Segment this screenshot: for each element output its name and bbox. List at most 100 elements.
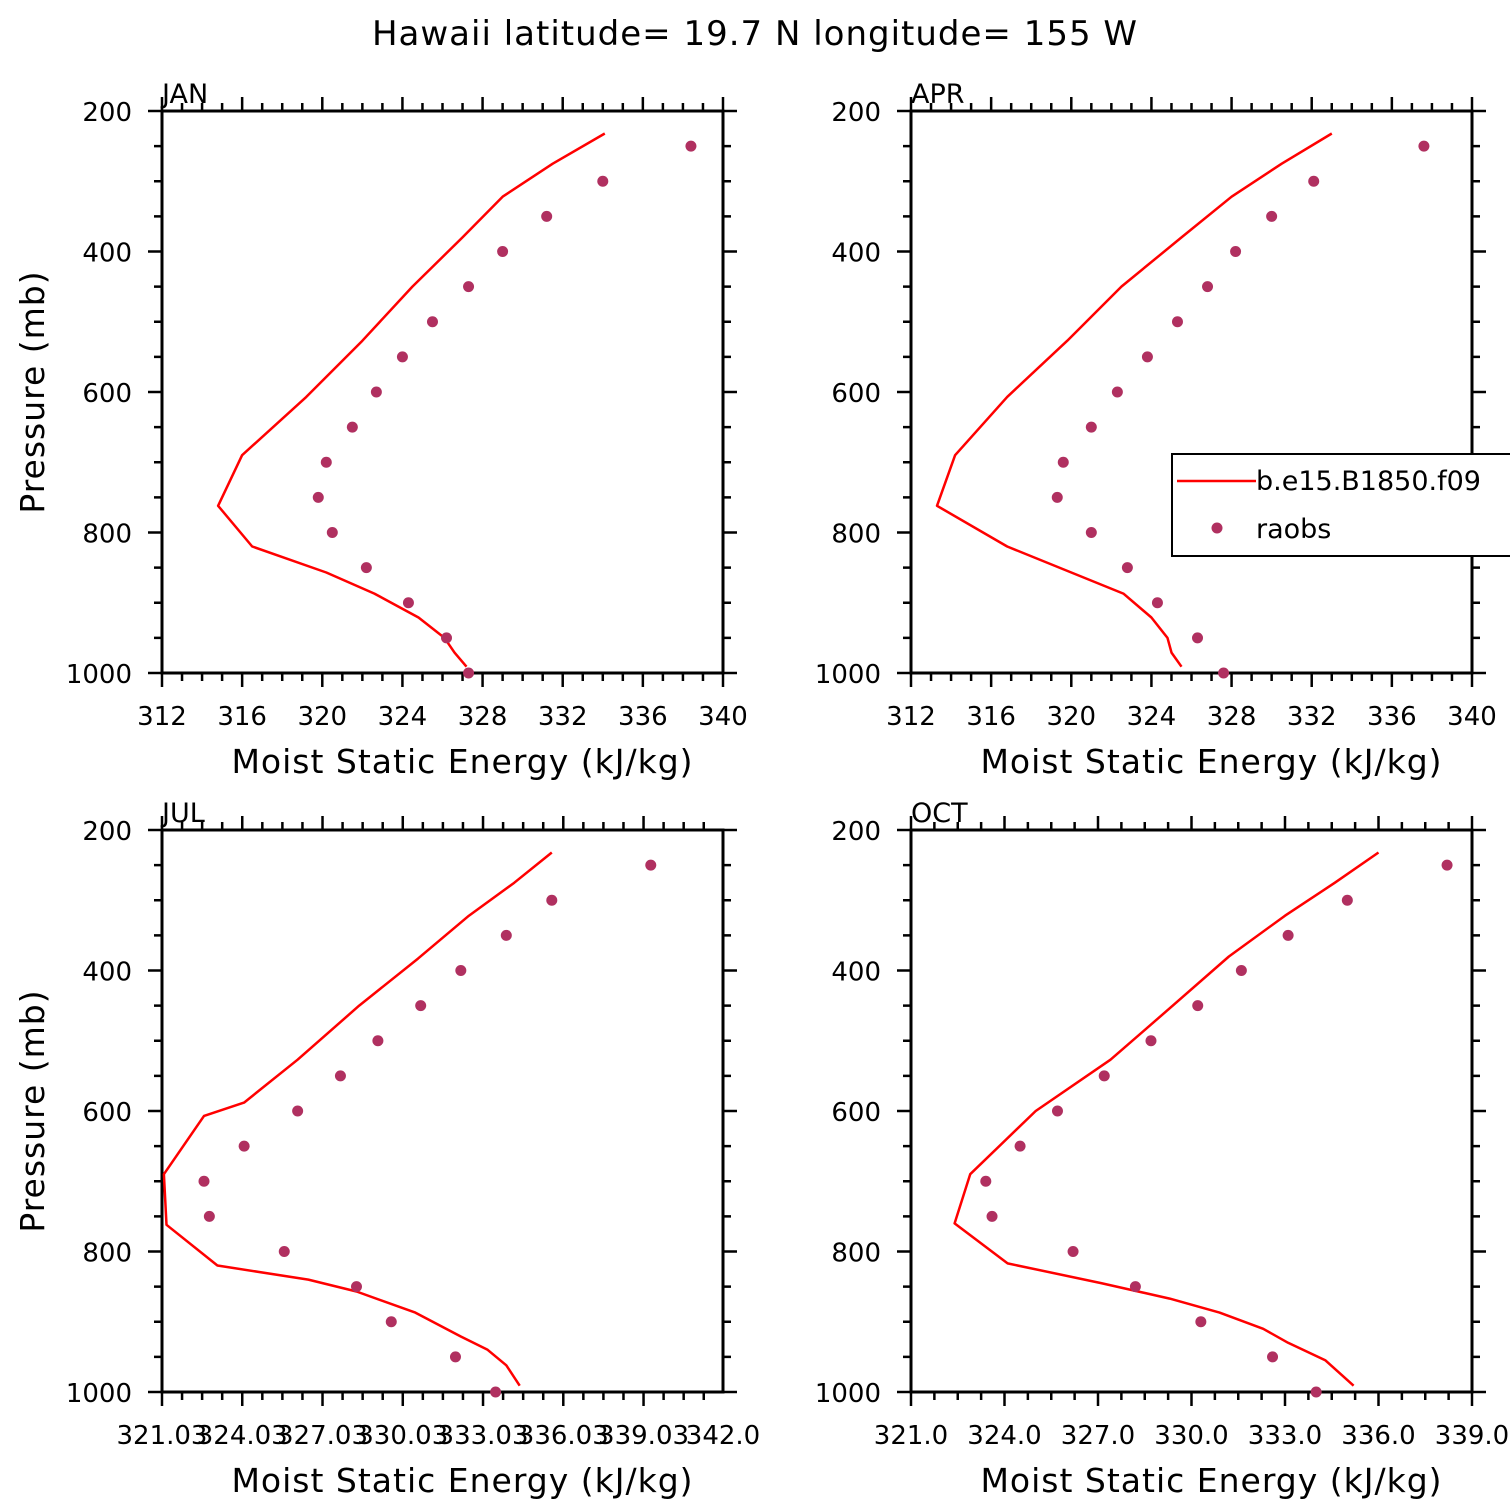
x-tick-label: 320 bbox=[1046, 702, 1096, 732]
obs-point bbox=[1051, 1105, 1063, 1117]
y-tick-label: 800 bbox=[831, 1239, 881, 1269]
obs-point bbox=[1266, 210, 1278, 222]
y-tick-label: 1000 bbox=[66, 1379, 132, 1409]
x-tick-label: 340 bbox=[698, 702, 748, 732]
obs-point bbox=[1098, 1070, 1110, 1082]
legend-label-obs: raobs bbox=[1256, 514, 1331, 545]
obs-point bbox=[1441, 859, 1453, 871]
series-line-model bbox=[935, 132, 1333, 668]
x-tick-label: 339.03 bbox=[598, 1421, 689, 1451]
obs-point bbox=[546, 894, 558, 906]
obs-point bbox=[1267, 1351, 1279, 1363]
obs-point bbox=[238, 1140, 250, 1152]
x-tick-label: 336.0 bbox=[1341, 1421, 1415, 1451]
obs-point bbox=[463, 667, 475, 679]
obs-point bbox=[455, 965, 467, 976]
x-tick-label: 342.0 bbox=[686, 1421, 760, 1451]
obs-point bbox=[500, 929, 512, 941]
y-tick-label: 400 bbox=[82, 239, 132, 269]
x-tick-label: 336 bbox=[1367, 702, 1417, 732]
x-tick-label: 327.03 bbox=[277, 1421, 368, 1451]
x-tick-label: 336.03 bbox=[518, 1421, 609, 1451]
obs-point bbox=[1192, 632, 1204, 644]
obs-point bbox=[441, 632, 453, 644]
x-tick-label: 321.0 bbox=[874, 1421, 948, 1451]
y-tick-label: 600 bbox=[831, 1098, 881, 1128]
y-tick-label: 200 bbox=[831, 98, 881, 128]
obs-point bbox=[1067, 1246, 1079, 1257]
obs-point bbox=[986, 1210, 998, 1222]
y-tick-label: 600 bbox=[82, 379, 132, 409]
obs-point bbox=[326, 527, 338, 538]
obs-point bbox=[1341, 894, 1353, 906]
obs-point bbox=[396, 351, 408, 363]
obs-point bbox=[346, 421, 358, 433]
obs-point bbox=[1230, 246, 1242, 257]
obs-point bbox=[1308, 175, 1320, 187]
x-tick-label: 328 bbox=[1207, 702, 1257, 732]
x-tick-label: 324 bbox=[378, 702, 428, 732]
y-tick-label: 1000 bbox=[66, 660, 132, 690]
obs-point bbox=[1418, 140, 1430, 152]
plot-frame bbox=[909, 828, 1474, 1394]
panel-apr: APR 312 316 320 324 328 332 336 340 200 400 600 800 1… bbox=[815, 79, 1510, 781]
y-tick-label: 1000 bbox=[815, 660, 881, 690]
obs-point bbox=[597, 175, 609, 187]
x-tick-label: 324.03 bbox=[197, 1421, 288, 1451]
x-tick-label: 328 bbox=[458, 702, 508, 732]
obs-point bbox=[1282, 929, 1294, 941]
y-tick-label: 400 bbox=[82, 958, 132, 988]
y-tick-label: 200 bbox=[82, 98, 132, 128]
x-axis-label: Moist Static Energy (kJ/kg) bbox=[980, 742, 1442, 781]
x-tick-label: 330.0 bbox=[1154, 1421, 1228, 1451]
x-tick-label: 321.03 bbox=[117, 1421, 208, 1451]
obs-point bbox=[1085, 527, 1097, 538]
x-tick-label: 324 bbox=[1127, 702, 1177, 732]
obs-point bbox=[415, 1000, 427, 1012]
obs-point bbox=[402, 597, 414, 609]
x-tick-label: 316 bbox=[966, 702, 1016, 732]
x-tick-label: 316 bbox=[217, 702, 267, 732]
y-tick-label: 200 bbox=[831, 817, 881, 847]
x-tick-label: 333.03 bbox=[438, 1421, 529, 1451]
y-axis-label: Pressure (mb) bbox=[13, 270, 52, 513]
legend-box bbox=[1171, 453, 1510, 557]
obs-point bbox=[1121, 562, 1133, 574]
panel-label: APR bbox=[911, 79, 965, 110]
x-axis-label: Moist Static Energy (kJ/kg) bbox=[231, 1461, 693, 1500]
obs-point bbox=[1051, 491, 1063, 503]
legend-marker-swatch bbox=[1211, 522, 1223, 534]
obs-point bbox=[685, 140, 697, 152]
obs-point bbox=[1195, 1316, 1207, 1328]
obs-point bbox=[334, 1070, 346, 1082]
x-tick-label: 327.0 bbox=[1061, 1421, 1135, 1451]
obs-point bbox=[1310, 1386, 1322, 1398]
y-tick-label: 400 bbox=[831, 958, 881, 988]
panel-oct: OCT 321.0 324.0 327.0 330.0 333.0 336.0 339.0 20… bbox=[815, 798, 1509, 1500]
x-tick-label: 312 bbox=[137, 702, 187, 732]
x-tick-label: 312 bbox=[886, 702, 936, 732]
obs-point bbox=[312, 491, 324, 503]
plot-frame bbox=[160, 109, 725, 675]
obs-point bbox=[1129, 1281, 1141, 1293]
y-tick-label: 800 bbox=[831, 520, 881, 550]
obs-point bbox=[1057, 456, 1069, 468]
obs-point bbox=[1145, 1035, 1157, 1047]
obs-point bbox=[292, 1105, 304, 1117]
obs-point bbox=[1171, 316, 1183, 328]
x-tick-label: 332 bbox=[538, 702, 588, 732]
obs-point bbox=[1235, 965, 1247, 976]
panel-label: JAN bbox=[160, 79, 208, 110]
series-line-model bbox=[216, 132, 606, 668]
obs-point bbox=[278, 1246, 290, 1257]
y-tick-label: 800 bbox=[82, 1239, 132, 1269]
obs-point bbox=[370, 386, 382, 398]
x-tick-label: 332 bbox=[1287, 702, 1337, 732]
obs-point bbox=[1218, 667, 1230, 679]
legend: b.e15.B1850.f09 raobs bbox=[1171, 453, 1510, 557]
panel-jul: JUL321.03324.03327.03330.03333.03336.033… bbox=[13, 798, 760, 1500]
x-tick-label: 320 bbox=[297, 702, 347, 732]
x-tick-label: 324.0 bbox=[967, 1421, 1041, 1451]
x-axis-label: Moist Static Energy (kJ/kg) bbox=[231, 742, 693, 781]
